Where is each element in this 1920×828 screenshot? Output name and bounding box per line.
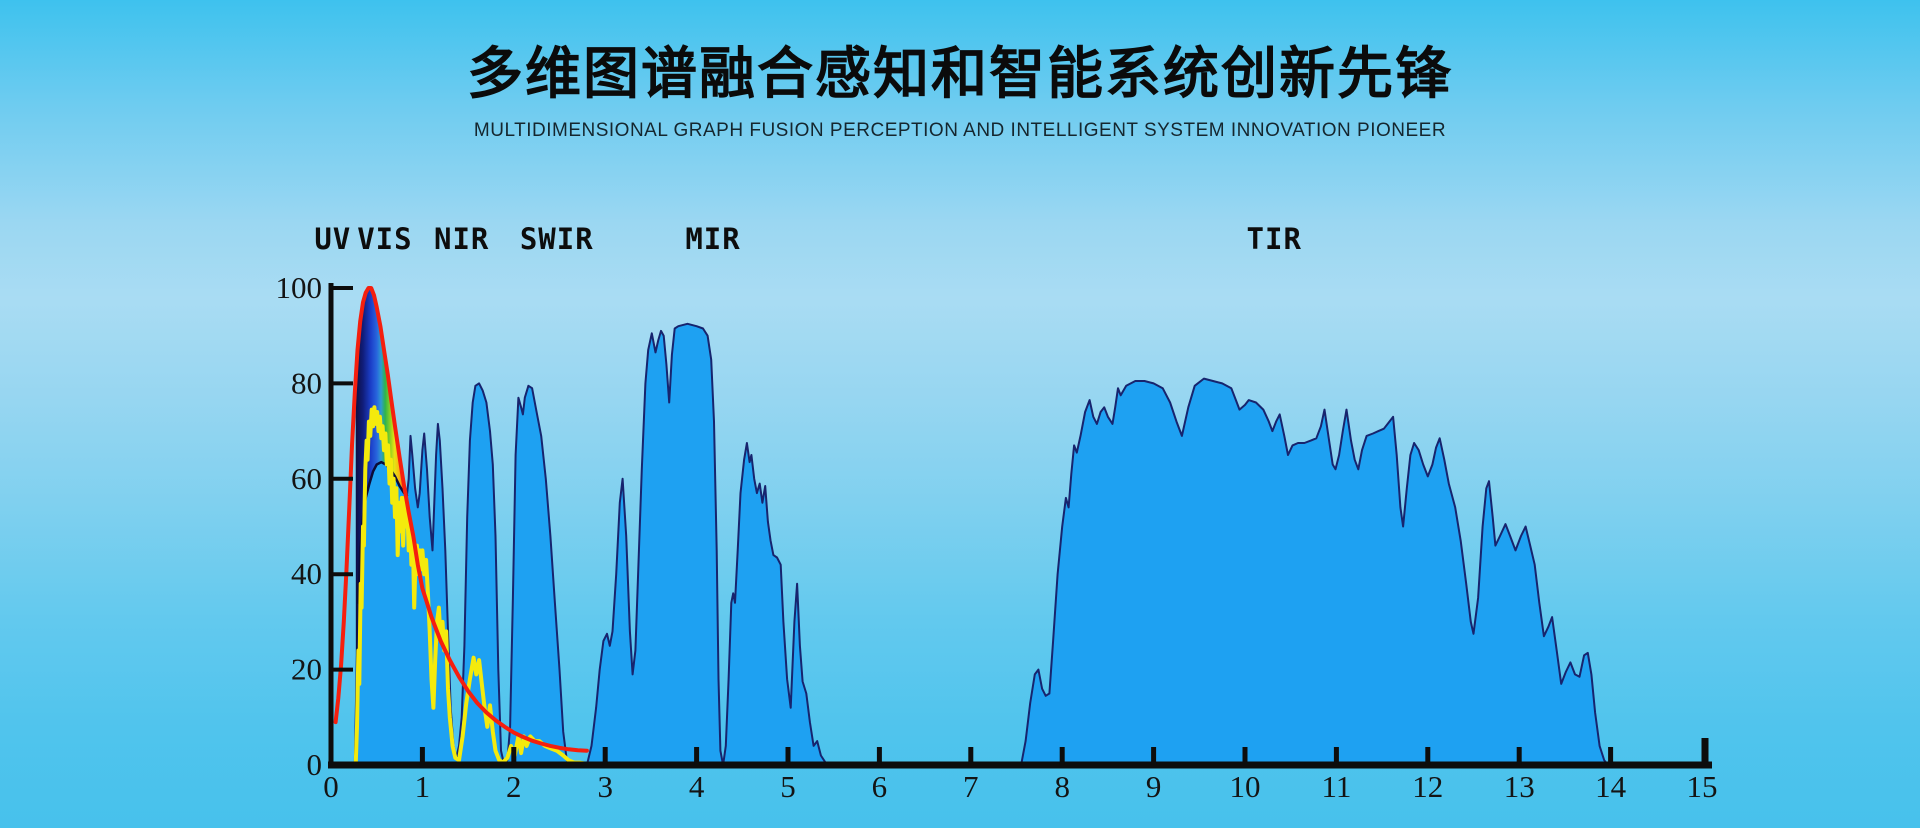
x-tick-label-12: 12 (1412, 769, 1443, 804)
y-tick-label-80: 80 (291, 365, 322, 400)
band-label-mir: MIR (685, 222, 741, 256)
page-subtitle: MULTIDIMENSIONAL GRAPH FUSION PERCEPTION… (473, 120, 1447, 142)
y-tick-label-60: 60 (291, 461, 322, 496)
band-label-nir: NIR (433, 222, 490, 256)
x-tick-label-3: 3 (597, 769, 613, 804)
band-label-tir: TIR (1246, 222, 1302, 256)
curve-ground-solar-spectrum (353, 405, 588, 767)
x-tick-label-11: 11 (1321, 769, 1351, 804)
x-tick-label-8: 8 (1054, 769, 1070, 804)
y-tick-label-20: 20 (291, 652, 322, 687)
x-tick-label-9: 9 (1146, 769, 1162, 804)
y-tick-label-0: 0 (307, 747, 323, 782)
x-tick-label-4: 4 (689, 769, 705, 804)
curve-blackbody-envelope (333, 286, 589, 753)
x-tick-label-13: 13 (1504, 769, 1535, 804)
x-tick-label-6: 6 (872, 769, 888, 804)
y-tick-label-40: 40 (291, 556, 322, 591)
x-tick-label-15: 15 (1687, 769, 1718, 804)
x-tick-label-14: 14 (1595, 769, 1627, 804)
x-tick-label-10: 10 (1230, 769, 1261, 804)
x-tick-label-2: 2 (506, 769, 522, 804)
band-label-swir: SWIR (519, 222, 594, 256)
rainbow-visible-spectrum (355, 288, 407, 765)
area-atmospheric-transmission (353, 322, 1609, 766)
x-tick-label-0: 0 (323, 769, 339, 804)
x-tick-label-1: 1 (415, 769, 431, 804)
band-label-vis: VIS (357, 222, 413, 256)
y-tick-label-100: 100 (276, 270, 323, 305)
header-block: 多维图谱融合感知和智能系统创新先锋 MULTIDIMENSIONAL GRAPH… (0, 42, 1920, 142)
band-label-uv: UV (314, 222, 352, 256)
x-tick-label-7: 7 (963, 769, 979, 804)
x-tick-label-5: 5 (780, 769, 796, 804)
page-title: 多维图谱融合感知和智能系统创新先锋 (467, 42, 1453, 105)
